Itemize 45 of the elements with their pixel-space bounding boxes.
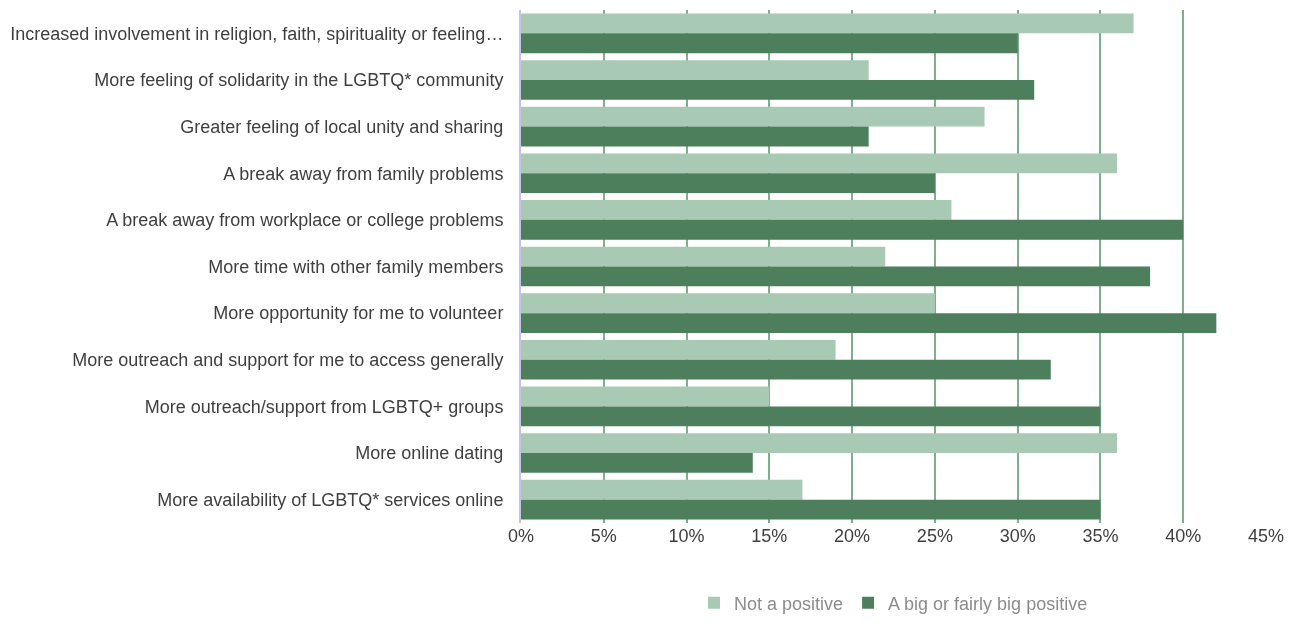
bar [521, 246, 886, 267]
x-tick-label: 30% [999, 526, 1036, 546]
bar [521, 106, 985, 127]
bar [521, 293, 935, 314]
bar [521, 433, 1117, 454]
y-tick-label: More outreach/support from LGBTQ+ groups [144, 396, 504, 417]
x-tick-label: 0% [507, 526, 535, 546]
bar [521, 153, 1117, 174]
bar [521, 13, 1134, 34]
bar [521, 79, 1035, 100]
x-tick-label: 15% [751, 526, 788, 546]
x-tick-label: 35% [1082, 526, 1119, 546]
legend-label: Not a positive [734, 593, 844, 614]
bar [521, 33, 1018, 54]
bar [521, 453, 753, 473]
bar [521, 126, 869, 147]
y-tick-label: Increased involvement in religion, faith, spirituality or feeling… [10, 23, 504, 44]
bar [521, 499, 1101, 520]
y-tick-label: More online dating [355, 443, 504, 464]
bar [521, 406, 1101, 427]
bar [521, 200, 952, 220]
bar [521, 313, 1217, 333]
y-tick-label: More time with other family members [208, 256, 504, 277]
y-tick-label: More opportunity for me to volunteer [213, 303, 504, 324]
y-tick-label: More outreach and support for me to access generally [72, 350, 504, 371]
y-tick-label: A break away from family problems [223, 163, 504, 184]
x-tick-label: 40% [1165, 526, 1202, 546]
x-tick-label: 45% [1247, 526, 1285, 546]
bar [521, 339, 836, 360]
y-tick-label: A break away from workplace or college problems [106, 210, 504, 231]
bar [521, 219, 1184, 240]
bar [521, 266, 1151, 287]
y-tick-label: More availability of LGBTQ* services online [157, 489, 504, 510]
x-tick-label: 25% [916, 526, 953, 546]
x-tick-label: 5% [590, 526, 617, 546]
y-tick-label: More feeling of solidarity in the LGBTQ* community [94, 70, 504, 91]
y-tick-label: Greater feeling of local unity and sharing [180, 116, 504, 137]
bar [521, 359, 1051, 380]
bar [521, 173, 935, 194]
bar [521, 60, 869, 80]
bar [521, 479, 803, 500]
x-tick-label: 20% [834, 526, 871, 546]
bar [521, 386, 770, 407]
x-tick-label: 10% [668, 526, 705, 546]
legend-label: A big or fairly big positive [888, 593, 1088, 614]
